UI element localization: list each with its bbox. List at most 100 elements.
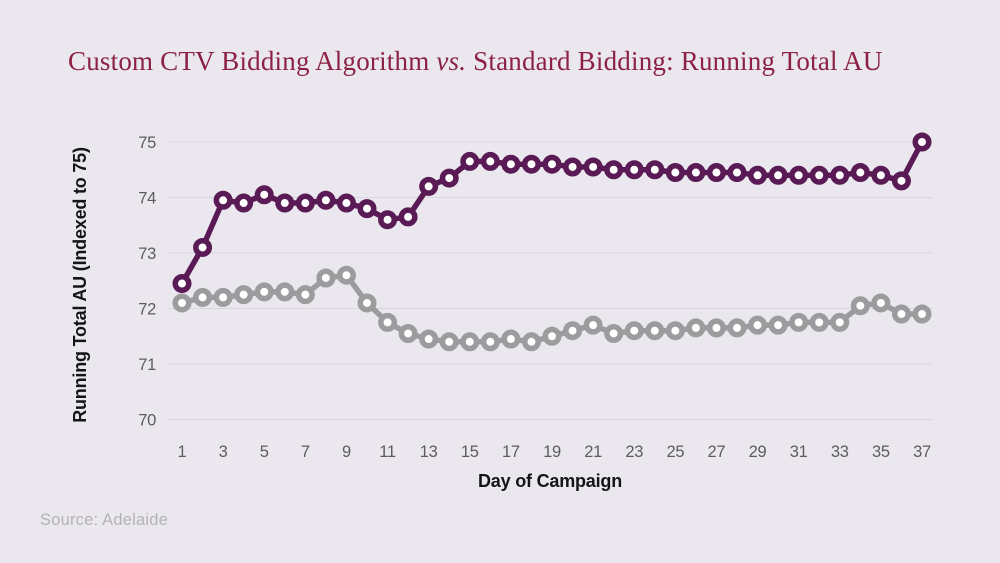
data-point-marker-custom-ctv-bidding-algorithm (480, 151, 500, 171)
data-point-marker-custom-ctv-bidding-algorithm (891, 171, 911, 191)
data-point-marker-standard-bidding (604, 323, 624, 343)
data-point-marker-standard-bidding (460, 332, 480, 352)
data-point-marker-standard-bidding (275, 282, 295, 302)
data-point-marker-standard-bidding (378, 312, 398, 332)
data-point-marker-custom-ctv-bidding-algorithm (172, 274, 192, 294)
y-tick-label: 70 (138, 412, 156, 430)
data-point-marker-custom-ctv-bidding-algorithm (830, 165, 850, 185)
data-point-marker-custom-ctv-bidding-algorithm (686, 163, 706, 183)
x-tick-label: 27 (708, 443, 726, 461)
gridlines (168, 141, 932, 420)
y-tick-label: 71 (138, 356, 156, 374)
data-point-marker-standard-bidding (563, 321, 583, 341)
data-point-marker-custom-ctv-bidding-algorithm (316, 190, 336, 210)
chart-title: Custom CTV Bidding Algorithm vs. Standar… (68, 46, 883, 77)
data-point-marker-standard-bidding (768, 315, 788, 335)
data-point-marker-custom-ctv-bidding-algorithm (254, 185, 274, 205)
x-tick-label: 9 (342, 443, 351, 461)
data-point-marker-standard-bidding (891, 304, 911, 324)
data-point-marker-custom-ctv-bidding-algorithm (912, 132, 932, 152)
y-tick-label: 73 (138, 245, 156, 263)
data-point-marker-custom-ctv-bidding-algorithm (583, 157, 603, 177)
data-point-marker-custom-ctv-bidding-algorithm (275, 193, 295, 213)
data-point-marker-custom-ctv-bidding-algorithm (850, 163, 870, 183)
data-point-marker-custom-ctv-bidding-algorithm (809, 165, 829, 185)
x-tick-label: 19 (543, 443, 561, 461)
series-layer (172, 132, 932, 352)
data-point-marker-standard-bidding (850, 296, 870, 316)
data-point-marker-custom-ctv-bidding-algorithm (624, 160, 644, 180)
data-point-marker-standard-bidding (789, 312, 809, 332)
data-point-marker-custom-ctv-bidding-algorithm (439, 168, 459, 188)
data-point-marker-standard-bidding (213, 287, 233, 307)
data-point-marker-standard-bidding (748, 315, 768, 335)
data-point-marker-standard-bidding (706, 318, 726, 338)
data-point-marker-standard-bidding (501, 329, 521, 349)
data-point-marker-custom-ctv-bidding-algorithm (604, 160, 624, 180)
y-tick-label: 75 (138, 134, 156, 152)
data-point-marker-standard-bidding (686, 318, 706, 338)
data-point-marker-standard-bidding (336, 265, 356, 285)
x-tick-label: 23 (625, 443, 643, 461)
data-point-marker-custom-ctv-bidding-algorithm (357, 199, 377, 219)
data-point-marker-standard-bidding (234, 285, 254, 305)
data-point-marker-standard-bidding (830, 312, 850, 332)
x-tick-label: 33 (831, 443, 849, 461)
x-tick-label: 7 (301, 443, 310, 461)
data-point-marker-custom-ctv-bidding-algorithm (542, 154, 562, 174)
data-point-marker-custom-ctv-bidding-algorithm (727, 163, 747, 183)
data-point-marker-standard-bidding (583, 315, 603, 335)
data-point-marker-standard-bidding (809, 312, 829, 332)
data-point-marker-standard-bidding (439, 332, 459, 352)
data-point-marker-standard-bidding (316, 268, 336, 288)
data-point-marker-custom-ctv-bidding-algorithm (789, 165, 809, 185)
x-axis-label: Day of Campaign (478, 471, 622, 491)
data-point-marker-custom-ctv-bidding-algorithm (871, 165, 891, 185)
data-point-marker-standard-bidding (912, 304, 932, 324)
data-point-marker-standard-bidding (624, 321, 644, 341)
data-point-marker-custom-ctv-bidding-algorithm (419, 176, 439, 196)
x-tick-label: 13 (420, 443, 438, 461)
data-point-marker-standard-bidding (193, 287, 213, 307)
data-point-marker-standard-bidding (727, 318, 747, 338)
data-point-marker-standard-bidding (172, 293, 192, 313)
data-point-marker-standard-bidding (357, 293, 377, 313)
x-tick-label: 25 (666, 443, 684, 461)
source-attribution: Source: Adelaide (40, 511, 168, 529)
data-point-marker-custom-ctv-bidding-algorithm (645, 160, 665, 180)
data-point-marker-custom-ctv-bidding-algorithm (706, 163, 726, 183)
data-point-marker-custom-ctv-bidding-algorithm (193, 237, 213, 257)
x-tick-label: 17 (502, 443, 520, 461)
data-point-marker-standard-bidding (871, 293, 891, 313)
x-tick-label: 1 (178, 443, 187, 461)
x-tick-label: 21 (584, 443, 602, 461)
x-tick-label: 5 (260, 443, 269, 461)
data-point-marker-custom-ctv-bidding-algorithm (563, 157, 583, 177)
data-point-marker-standard-bidding (419, 329, 439, 349)
x-tick-label: 29 (749, 443, 767, 461)
data-point-marker-custom-ctv-bidding-algorithm (768, 165, 788, 185)
y-axis-tick-labels: 70 71 72 73 74 75 (138, 134, 156, 430)
data-point-marker-custom-ctv-bidding-algorithm (295, 193, 315, 213)
data-point-marker-custom-ctv-bidding-algorithm (748, 165, 768, 185)
y-axis-label: Running Total AU (Indexed to 75) (70, 147, 90, 423)
x-tick-label: 35 (872, 443, 890, 461)
data-point-marker-standard-bidding (480, 332, 500, 352)
x-tick-label: 15 (461, 443, 479, 461)
x-axis-tick-labels: 1 3 5 7 9 11 13 15 17 19 21 23 25 27 29 31 33 35 37 (178, 443, 932, 461)
data-point-marker-custom-ctv-bidding-algorithm (234, 193, 254, 213)
y-tick-label: 74 (138, 190, 156, 208)
data-point-marker-custom-ctv-bidding-algorithm (398, 207, 418, 227)
data-point-marker-custom-ctv-bidding-algorithm (460, 151, 480, 171)
data-point-marker-standard-bidding (542, 326, 562, 346)
data-point-marker-standard-bidding (521, 332, 541, 352)
x-tick-label: 11 (379, 443, 396, 461)
data-point-marker-custom-ctv-bidding-algorithm (665, 163, 685, 183)
data-point-marker-custom-ctv-bidding-algorithm (378, 210, 398, 230)
y-tick-label: 72 (138, 301, 156, 319)
chart-title-part1: Custom CTV Bidding Algorithm (68, 46, 437, 76)
data-point-marker-custom-ctv-bidding-algorithm (213, 190, 233, 210)
data-point-marker-standard-bidding (295, 285, 315, 305)
data-point-marker-standard-bidding (398, 323, 418, 343)
data-point-marker-standard-bidding (665, 321, 685, 341)
